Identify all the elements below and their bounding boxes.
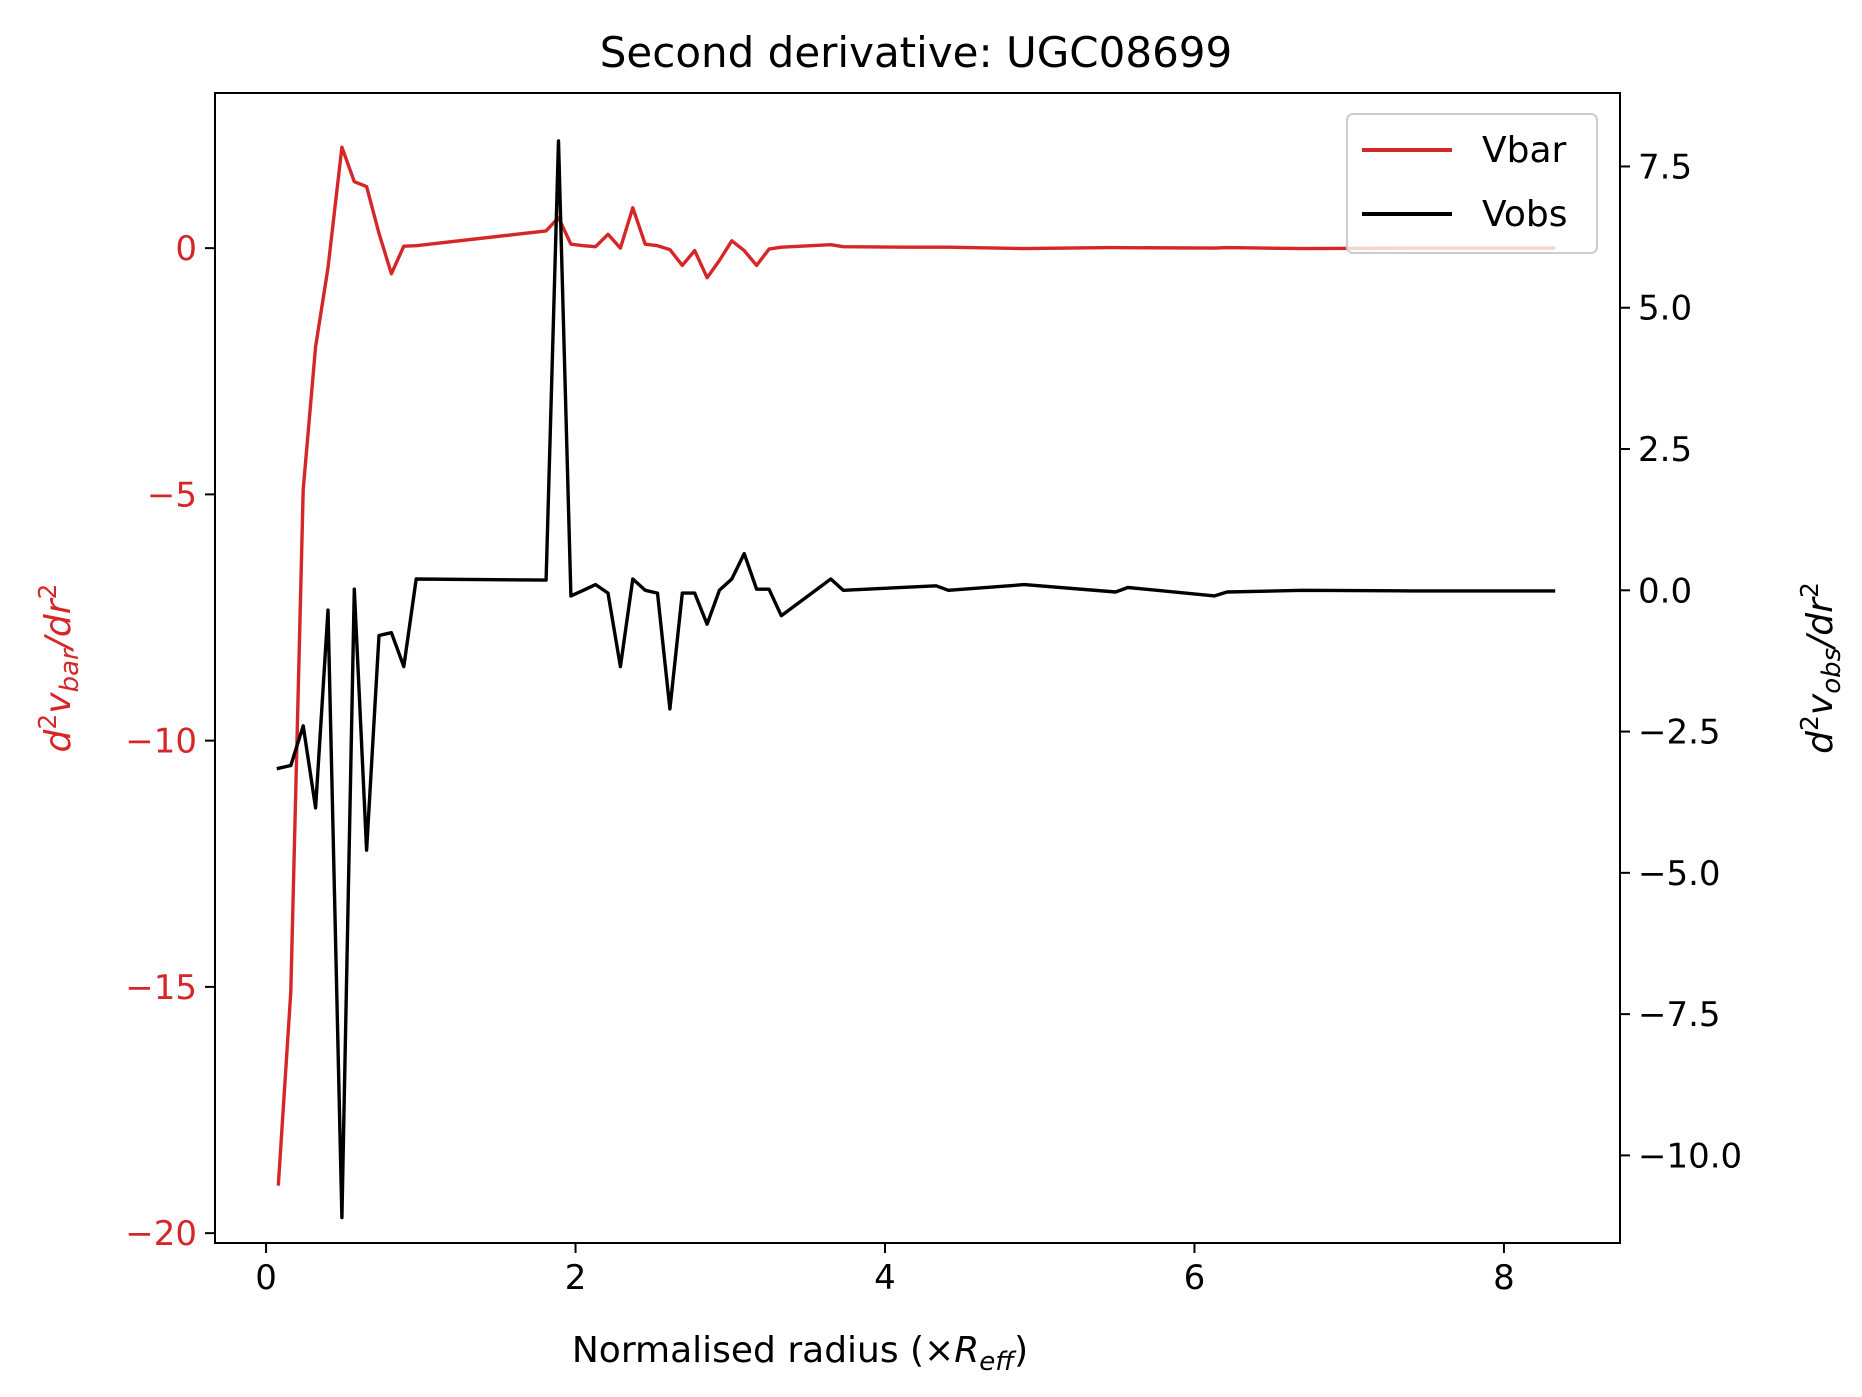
legend-label-vbar: Vbar — [1482, 130, 1567, 171]
y-left-label-sup2: 2 — [33, 584, 62, 600]
x-axis-label: Normalised radius (×Reff) — [572, 1330, 1028, 1377]
x-axis-label-symbol: R — [954, 1330, 979, 1371]
y-axis-right: 7.5 5.0 2.5 0.0 −2.5 −5.0 −7.5 −10.0 — [1620, 147, 1742, 1176]
y-right-tick-label-5: −5.0 — [1638, 854, 1721, 894]
y-right-label-sup: 2 — [1795, 715, 1824, 731]
x-axis: 0 2 4 6 8 — [255, 1243, 1515, 1298]
y-right-tick-label-0: 7.5 — [1638, 147, 1692, 187]
y-right-tick-label-3: 0.0 — [1638, 571, 1692, 611]
y-right-label-v: v — [1800, 693, 1841, 715]
y-right-tick-label-2: 2.5 — [1638, 430, 1692, 470]
x-axis-label-main: Normalised radius (× — [572, 1330, 954, 1371]
y-right-tick-label-6: −7.5 — [1638, 995, 1721, 1035]
legend-label-vobs: Vobs — [1482, 194, 1567, 235]
y-left-tick-label-4: −20 — [125, 1214, 197, 1254]
plot-frame — [214, 92, 1621, 1244]
y-axis-left-label: d2vbar/dr2 — [33, 584, 85, 753]
y-left-tick-label-3: −15 — [125, 968, 197, 1008]
series-line-vobs — [276, 139, 1556, 1220]
y-left-label-v: v — [38, 692, 79, 714]
x-axis-label-close: ) — [1014, 1330, 1028, 1371]
y-right-label-sub: obs — [1817, 648, 1847, 694]
y-left-tick-label-1: −5 — [147, 475, 197, 515]
legend: Vbar Vobs — [1346, 113, 1598, 254]
x-tick-label-8: 8 — [1493, 1258, 1515, 1298]
y-left-tick-label-2: −10 — [125, 722, 197, 762]
x-tick-label-4: 4 — [874, 1258, 896, 1298]
x-tick-label-2: 2 — [565, 1258, 587, 1298]
y-left-label-sup: 2 — [33, 714, 62, 730]
y-axis-left: 0 −5 −10 −15 −20 — [125, 229, 215, 1254]
x-tick-label-0: 0 — [255, 1258, 277, 1298]
y-left-label-d: d — [38, 728, 79, 752]
y-right-tick-label-4: −2.5 — [1638, 713, 1721, 753]
y-right-tick-label-7: −10.0 — [1638, 1136, 1742, 1176]
y-axis-right-label: d2vobs/dr2 — [1795, 582, 1847, 754]
x-tick-label-6: 6 — [1184, 1258, 1206, 1298]
y-right-label-sup2: 2 — [1795, 582, 1824, 598]
y-left-label-mid: /d — [38, 613, 79, 652]
y-left-label-sub: bar — [55, 647, 85, 692]
y-right-label-mid: /d — [1800, 612, 1841, 651]
y-right-tick-label-1: 5.0 — [1638, 289, 1692, 329]
x-axis-label-subscript: eff — [979, 1347, 1017, 1377]
y-left-tick-label-0: 0 — [175, 229, 197, 269]
series-line-vbar — [276, 145, 1556, 1186]
chart-title: Second derivative: UGC08699 — [600, 28, 1233, 77]
series-layer — [276, 139, 1556, 1220]
y-right-label-r: r — [1800, 596, 1841, 613]
y-right-label-d: d — [1800, 730, 1841, 754]
y-left-label-r: r — [38, 597, 79, 614]
